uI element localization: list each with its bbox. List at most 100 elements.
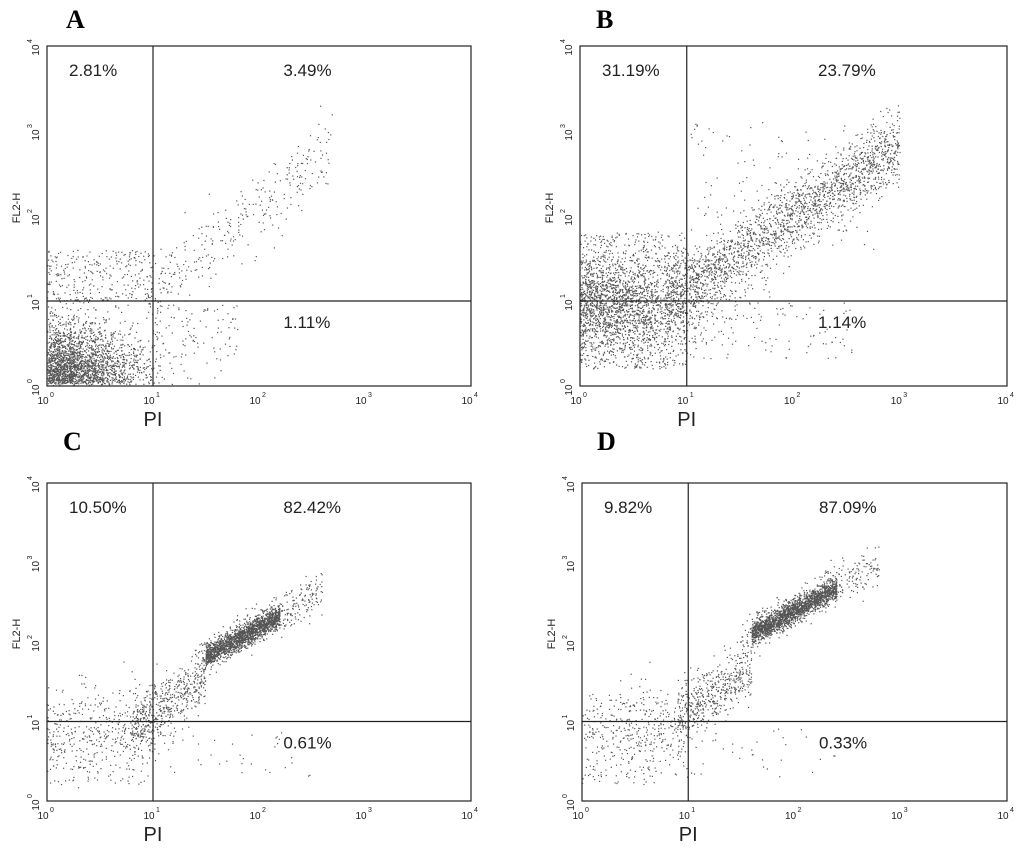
scatter-point (597, 367, 599, 369)
scatter-point (201, 275, 203, 277)
scatter-point (143, 371, 145, 373)
scatter-point (654, 319, 656, 321)
scatter-point (791, 305, 793, 307)
scatter-point (295, 166, 297, 169)
scatter-point (102, 359, 104, 361)
scatter-point (676, 275, 678, 278)
scatter-point (55, 368, 57, 370)
scatter-point (618, 332, 620, 334)
scatter-point (81, 363, 83, 366)
scatter-point (183, 264, 185, 266)
scatter-point (67, 344, 69, 346)
scatter-point (633, 346, 636, 348)
scatter-point (51, 380, 53, 382)
scatter-point (79, 352, 81, 354)
scatter-point (599, 322, 602, 325)
scatter-point (68, 379, 70, 381)
scatter-point (680, 286, 682, 288)
scatter-point (612, 302, 614, 304)
scatter-point (77, 366, 79, 368)
scatter-point (110, 350, 112, 352)
scatter-point (595, 322, 598, 324)
scatter-point (689, 317, 691, 320)
scatter-point (667, 335, 669, 337)
scatter-point (627, 322, 629, 324)
scatter-point (240, 213, 242, 215)
scatter-point (94, 367, 96, 369)
scatter-point (76, 375, 78, 377)
scatter-point (590, 296, 592, 298)
scatter-point (654, 334, 656, 336)
scatter-point (47, 352, 50, 354)
scatter-point (81, 356, 83, 358)
scatter-point (147, 255, 150, 258)
scatter-point (168, 352, 170, 354)
scatter-point (132, 373, 134, 375)
scatter-point (154, 299, 156, 301)
scatter-point (108, 357, 111, 359)
scatter-point (647, 347, 649, 349)
scatter-point (591, 337, 594, 339)
scatter-point (48, 259, 50, 261)
scatter-point (53, 343, 55, 345)
scatter-point (110, 298, 112, 300)
scatter-point (664, 247, 666, 249)
scatter-point (229, 336, 231, 338)
scatter-point (624, 356, 626, 358)
scatter-point (98, 323, 101, 325)
scatter-point (638, 307, 640, 309)
scatter-point (76, 376, 78, 378)
scatter-point (140, 351, 142, 353)
scatter-point (589, 285, 591, 287)
scatter-point (81, 366, 83, 368)
y-tick-exponent: 0 (27, 379, 34, 383)
scatter-point (640, 307, 642, 309)
scatter-point (53, 376, 55, 378)
scatter-point (104, 346, 106, 348)
scatter-point (716, 297, 718, 299)
scatter-point (321, 171, 323, 173)
scatter-point (601, 275, 604, 277)
scatter-point (661, 342, 663, 344)
scatter-point (328, 162, 330, 164)
scatter-point (90, 380, 92, 382)
scatter-point (102, 269, 105, 271)
scatter-point (641, 291, 644, 294)
scatter-point (598, 296, 600, 298)
scatter-point (595, 286, 597, 288)
scatter-point (583, 304, 585, 306)
scatter-point (194, 340, 196, 343)
scatter-point (643, 309, 645, 311)
scatter-point (134, 355, 136, 358)
scatter-point (63, 374, 65, 376)
scatter-point (116, 360, 118, 363)
scatter-point (82, 341, 84, 343)
scatter-point (95, 367, 97, 369)
scatter-point (100, 275, 102, 277)
scatter-point (150, 267, 152, 269)
scatter-point (694, 335, 696, 337)
scatter-point (214, 258, 216, 260)
scatter-point (55, 372, 58, 374)
scatter-point (58, 377, 61, 379)
scatter-point (624, 285, 626, 287)
scatter-point (629, 323, 631, 325)
scatter-point (95, 345, 97, 347)
scatter-point (652, 307, 654, 309)
scatter-point (648, 278, 650, 280)
scatter-point (115, 305, 117, 307)
scatter-point (220, 370, 222, 372)
scatter-point (650, 328, 652, 330)
scatter-point (58, 381, 60, 383)
scatter-point (627, 285, 629, 287)
scatter-point (86, 255, 88, 257)
scatter-point (54, 350, 56, 352)
scatter-point (624, 326, 626, 328)
scatter-point (92, 354, 94, 356)
scatter-point (605, 358, 608, 360)
scatter-point (116, 356, 118, 359)
scatter-point (649, 331, 651, 333)
scatter-point (623, 322, 625, 324)
scatter-point (47, 353, 49, 355)
scatter-point (91, 345, 93, 347)
